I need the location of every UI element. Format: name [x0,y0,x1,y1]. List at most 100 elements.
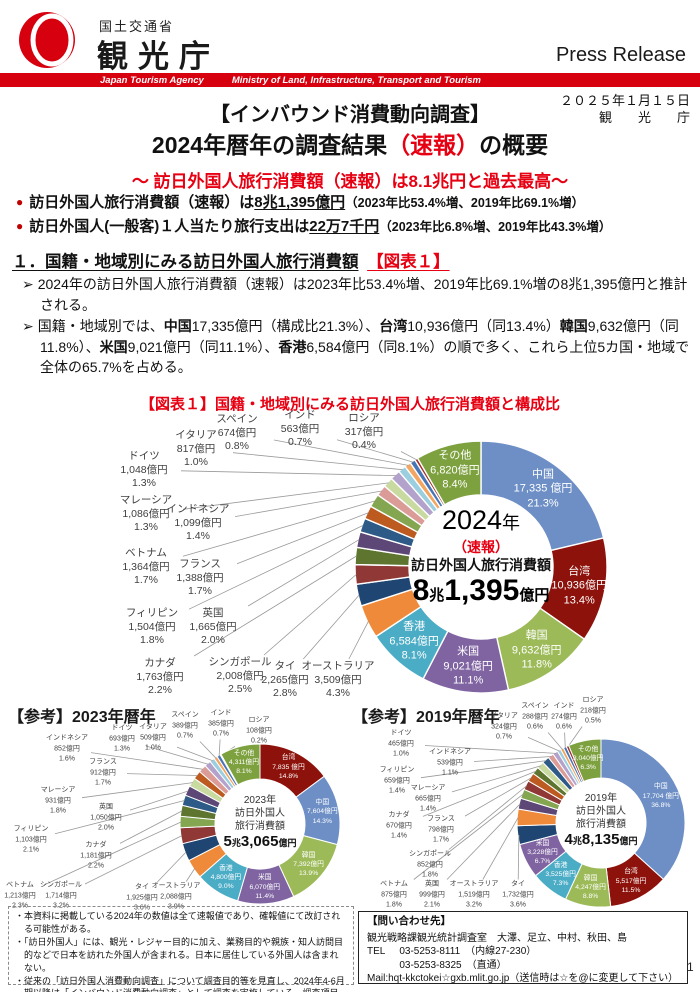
chart-2019-title: 【参考】2019年暦年 [352,709,500,726]
text-span: 8兆1,395億円 [254,194,346,211]
section-heading-text: １．国籍・地域別にみる訪日外国人旅行消費額 [12,253,359,271]
total-hundred-million: 8,135 [581,831,620,848]
leader-line-イタリア [527,737,560,752]
bullet-dot-icon: ● [16,219,24,233]
leader-line-ロシア [567,726,583,748]
contact-tel-1: TEL 03-5253-8111 （内線27-230） [367,945,679,959]
center-year-num: 2024 [441,505,503,535]
leader-line-フランス [126,773,198,776]
center-year: 2024年 [399,505,563,538]
contact-department: 観光戦略課観光統計調査室 大澤、足立、中村、秋田、島 [367,932,627,944]
leader-line-ドイツ [424,745,556,754]
leader-line-英国 [129,790,189,811]
contact-box: 【問い合わせ先】 観光戦略課観光統計調査室 大澤、足立、中村、秋田、島 TEL 0… [358,911,688,984]
center-total: 8兆1,395億円 [399,574,563,613]
text-span: （2023年比6.8%増、2019年比43.3%増） [379,220,612,234]
leader-line-オーストラリア [185,868,196,882]
donut-segment-中国 [600,738,686,881]
press-release-label: Press Release [555,44,686,66]
donut-2019-center: 2019年 訪日外国人 旅行消費額 4兆8,135億円 [541,792,661,851]
leader-line-ロシア [400,451,417,461]
text-span: 香港 [278,338,307,355]
text-span: 中国 [163,318,192,334]
footnote-line: ・従来の「訪日外国人消費動向調査」について調査目的等を見直し、2024年4-6月… [15,975,345,992]
text-span: （2023年比53.4%増、2019年比69.1%増） [345,196,585,210]
section-point-2: ➢ 国籍・地域別では、中国17,335億円（構成比21.3%）、台湾10,936億… [22,316,700,378]
center-note: （速報） [453,539,509,555]
text-span: 10,936億円（同13.4%） [407,318,560,334]
release-date: ２０２５年１月１５日 [559,93,690,108]
center-year: 2019年 [584,793,618,804]
center-year: 2023年 [243,795,277,806]
section-heading: １．国籍・地域別にみる訪日外国人旅行消費額 【図表１】 [12,248,450,272]
leader-line-タイ [302,594,360,660]
center-label-1: 訪日外国人 [576,806,626,817]
chart-2023-title: 【参考】2023年暦年 [8,709,156,726]
section-heading-ref: 【図表１】 [367,253,450,271]
total-trillion-unit: 兆 [572,836,582,846]
leader-line-ベトナム [182,500,375,557]
page-number: 1 [687,960,694,974]
key-bullet-1: ● 訪日外国人旅行消費額（速報）は8兆1,395億円（2023年比53.4%増、2… [16,192,692,214]
subtitle: ～ 訪日外国人旅行消費額（速報）は8.1兆円と過去最高～ [131,172,569,191]
leader-line-オーストラリア [348,621,369,660]
key-bullet-2: ● 訪日外国人(一般客)１人当たり旅行支出は22万7千円（2023年比6.8%増、… [16,216,692,238]
leader-line-ベトナム [413,793,524,880]
leader-line-フィリピン [420,760,547,779]
donut-segment-その他 [220,743,261,786]
jta-logo-icon [19,12,75,68]
arrow-bullet-icon: ➢ [22,276,34,292]
leader-line-英国 [446,803,521,880]
key-bullet-1-text: 訪日外国人旅行消費額（速報）は8兆1,395億円（2023年比53.4%増、20… [29,194,584,211]
leader-line-インド [336,439,414,463]
total-hundred-million-unit: 億円 [619,836,638,846]
total-trillion: 8 [412,574,430,607]
section-point-1: ➢ 2024年の訪日外国人旅行消費額（速報）は2023年比53.4%増、2019年… [22,274,700,315]
survey-title: 【インバウンド消費動向調査】 [210,104,490,126]
footnote-line: ・本資料に掲載している2024年の数値は全て速報値であり、確報値にて改訂される可… [15,911,341,934]
total-hundred-million: 1,395 [444,574,520,607]
leader-line-カナダ [193,555,357,657]
leader-line-シンガポール [448,785,528,850]
leader-line-インド [564,732,566,749]
leader-line-ベトナム [43,821,182,886]
donut-2024-center: 2024年 （速報） 訪日外国人旅行消費額 8兆1,395億円 [399,505,563,613]
total-trillion: 4 [564,831,573,848]
arrow-bullet-icon: ➢ [22,318,34,334]
leader-line-マレーシア [182,482,389,510]
text-span: 国籍・地域別では、 [37,318,164,334]
tel-number-1: 03-5253-8111 （内線27-230） [399,946,537,957]
text-span: 訪日外国人(一般客)１人当たり旅行支出は [29,218,310,235]
leader-line-イタリア [232,452,403,471]
release-org: 観 光 庁 [598,110,690,125]
text-span: 2024年の訪日外国人旅行消費額（速報）は2023年比53.4%増、2019年比… [37,276,688,313]
leader-line-カナダ [119,810,183,844]
contact-heading: 【問い合わせ先】 [367,915,451,927]
leader-line-フランス [464,777,532,817]
leader-line-シンガポール [84,835,183,885]
text-span: 訪日外国人旅行消費額（速報）は [29,194,255,211]
center-total: 5兆3,065億円 [200,833,320,853]
banner-agency-en: Japan Tourism Agency [100,74,204,86]
page-title: 2024年暦年の調査結果（速報）の概要 [0,126,700,160]
leader-line-イタリア [176,746,213,762]
contact-mail: Mail:hqt-kkctokei☆gxb.mlit.go.jp（送信時は☆を@… [367,973,679,984]
footnote-line: ・「訪日外国人」には、観光・レジャー目的に加え、業務目的や親族・知人訪問目的など… [15,936,344,973]
text-span: 22万7千円 [309,218,380,235]
figure1-title: 【図表１】国籍・地域別にみる訪日外国人旅行消費額と構成比 [139,396,560,413]
center-year-suffix: 年 [502,513,521,533]
total-hundred-million: 3,065 [240,833,279,850]
leader-line-英国 [247,539,360,607]
donut-segment-その他 [416,440,482,506]
leader-line-カナダ [422,770,537,817]
center-label-2: 旅行消費額 [576,819,626,830]
leader-line-シンガポール [263,574,357,656]
leader-line-インド [218,739,221,757]
center-label-2: 旅行消費額 [235,821,285,832]
leader-line-スペイン [199,741,217,759]
leader-line-スペイン [273,439,409,466]
leader-line-タイ [517,834,520,880]
